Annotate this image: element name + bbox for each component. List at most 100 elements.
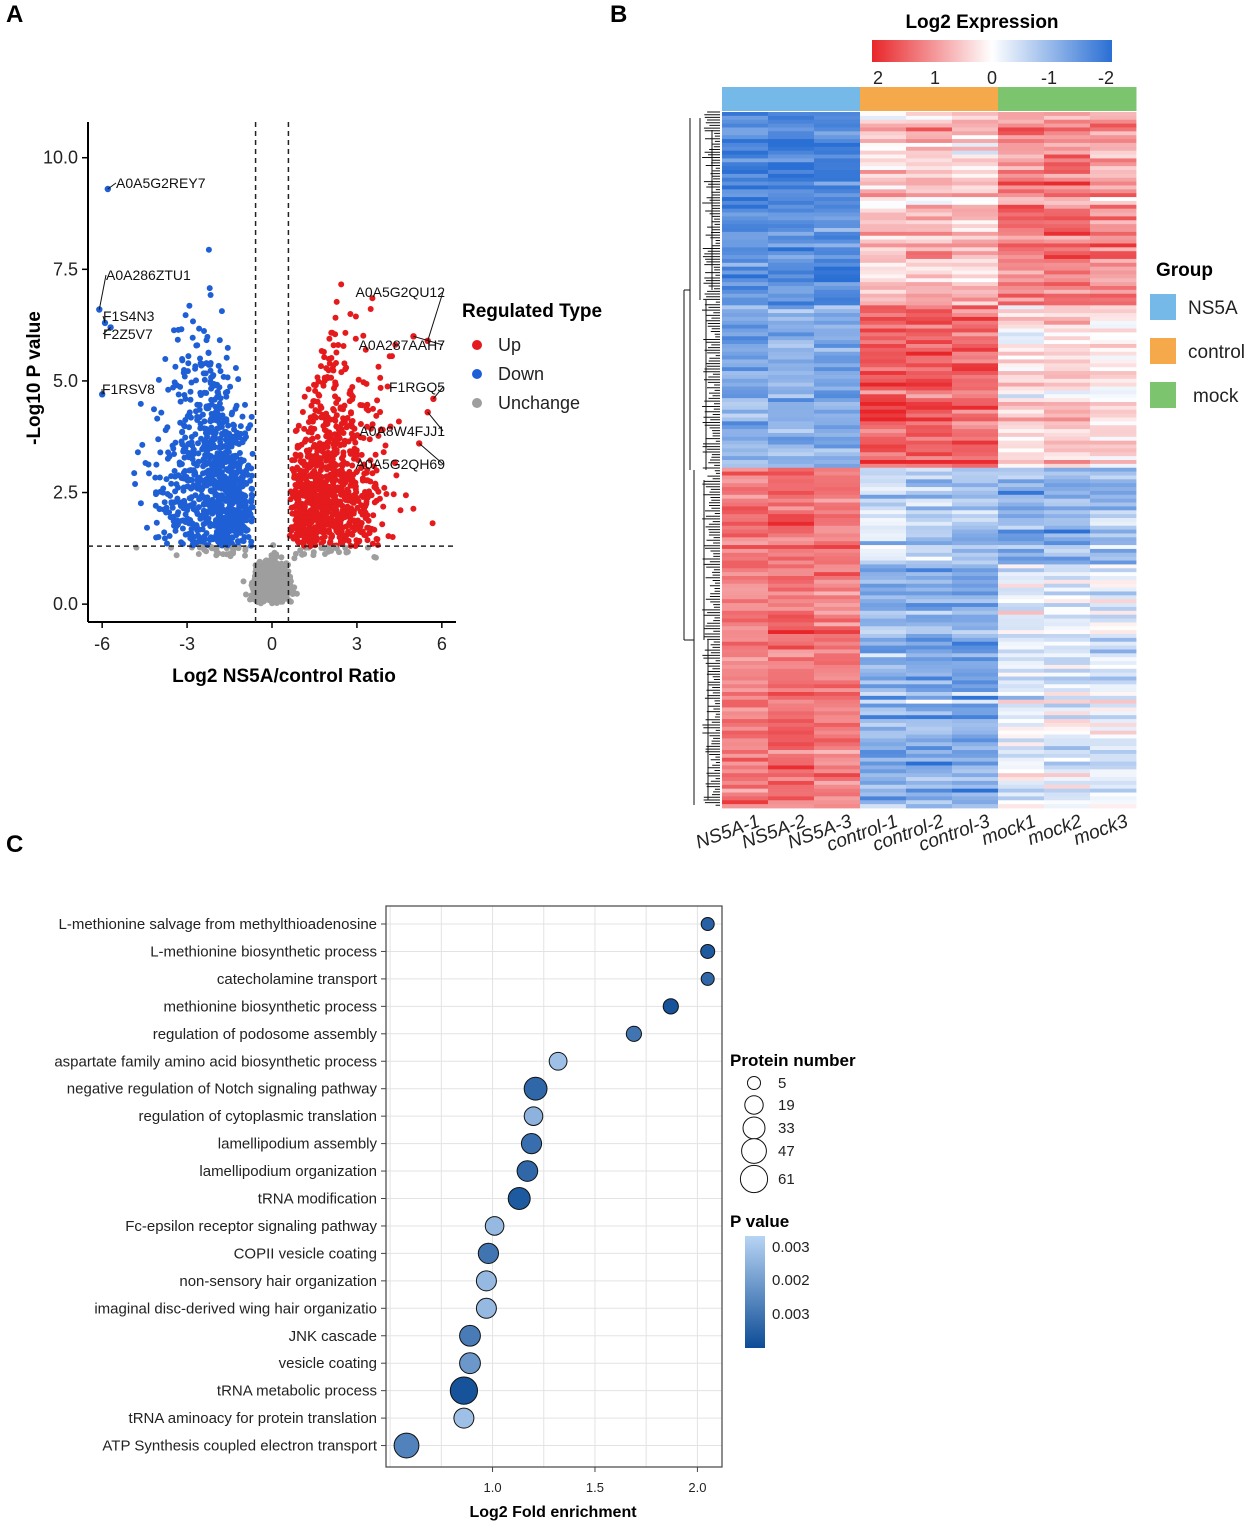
heatmap-cell [722, 564, 768, 568]
heatmap-cell [906, 313, 952, 317]
heatmap-cell [814, 147, 860, 151]
heatmap-cell [1044, 796, 1090, 800]
heatmap-cell [1044, 522, 1090, 526]
volcano-point-down [220, 518, 226, 524]
heatmap-cell [814, 522, 860, 526]
heatmap-cell [1090, 182, 1136, 186]
heatmap-cell [1090, 649, 1136, 653]
heatmap-cell [1044, 197, 1090, 201]
volcano-point-up [313, 407, 319, 413]
heatmap-cell [814, 298, 860, 302]
heatmap-cell [768, 201, 814, 205]
heatmap-cell [814, 580, 860, 584]
heatmap-cell [952, 769, 998, 773]
heatmap-cell [1090, 711, 1136, 715]
heatmap-cell [768, 715, 814, 719]
heatmap-cell [906, 460, 952, 464]
heatmap-cell [860, 170, 906, 174]
size-legend-label: 61 [778, 1171, 795, 1188]
heatmap-cell [814, 665, 860, 669]
volcano-point-up [326, 488, 332, 494]
heatmap-cell [1044, 518, 1090, 522]
volcano-point-up [312, 470, 318, 476]
heatmap-cell [998, 437, 1044, 441]
heatmap-cell [998, 680, 1044, 684]
heatmap-cell [906, 155, 952, 159]
heatmap-cell [722, 317, 768, 321]
heatmap-cell [998, 251, 1044, 255]
heatmap-cell [906, 417, 952, 421]
heatmap-group-legend-label: control [1188, 342, 1245, 363]
heatmap-cell [952, 344, 998, 348]
heatmap-cell [952, 657, 998, 661]
heatmap-cell [906, 398, 952, 402]
panel-a: A A0A5G2REY7A0A286ZTU1F1S4N3F2Z5V7F1RSV8… [6, 1, 602, 687]
volcano-point-up [364, 381, 370, 387]
heatmap-cell [722, 356, 768, 360]
heatmap-cell [1090, 731, 1136, 735]
heatmap-cell [906, 545, 952, 549]
heatmap-cell [952, 398, 998, 402]
heatmap-cell [906, 723, 952, 727]
heatmap-cell [768, 445, 814, 449]
heatmap-cell [906, 781, 952, 785]
heatmap-cell [998, 692, 1044, 696]
heatmap-cell [722, 251, 768, 255]
heatmap-cell [722, 735, 768, 739]
heatmap-cell [952, 649, 998, 653]
heatmap-cell [814, 387, 860, 391]
volcano-point-up [318, 455, 324, 461]
heatmap-cell [1044, 255, 1090, 259]
heatmap-cell [768, 336, 814, 340]
heatmap-cell [814, 692, 860, 696]
heatmap-cell [814, 750, 860, 754]
heatmap-cell [1044, 356, 1090, 360]
heatmap-cell [952, 247, 998, 251]
heatmap-cell [722, 263, 768, 267]
volcano-point-up [347, 391, 353, 397]
heatmap-cell [952, 479, 998, 483]
volcano-point-unchange [280, 578, 286, 584]
heatmap-cell [1044, 216, 1090, 220]
heatmap-cell [952, 735, 998, 739]
heatmap-cell [722, 147, 768, 151]
heatmap-cell [814, 398, 860, 402]
heatmap-cell [1090, 553, 1136, 557]
heatmap-cell [1090, 112, 1136, 116]
heatmap-cell [768, 236, 814, 240]
heatmap-cell [1044, 139, 1090, 143]
heatmap-cell [768, 607, 814, 611]
heatmap-cell [768, 127, 814, 131]
heatmap-group-legend-swatch [1150, 294, 1176, 320]
heatmap-cell [860, 661, 906, 665]
heatmap-cell [722, 487, 768, 491]
heatmap-cell [722, 158, 768, 162]
heatmap-cell [1044, 514, 1090, 518]
volcano-point-down [206, 247, 212, 253]
volcano-y-tick-label: 5.0 [53, 371, 78, 391]
bubble-point [549, 1052, 567, 1070]
size-legend-label: 47 [778, 1143, 795, 1160]
heatmap-cell [1044, 375, 1090, 379]
heatmap-cell [998, 112, 1044, 116]
heatmap-cell [768, 723, 814, 727]
volcano-point-down [208, 379, 214, 385]
heatmap-cell [1090, 325, 1136, 329]
heatmap-cell [952, 120, 998, 124]
volcano-point-down [201, 515, 207, 521]
heatmap-cell [814, 669, 860, 673]
heatmap-cell [768, 139, 814, 143]
heatmap-cell [906, 348, 952, 352]
heatmap-cell [814, 301, 860, 305]
volcano-y-tick-label: 7.5 [53, 259, 78, 279]
volcano-point-down [164, 424, 170, 430]
heatmap-cells [722, 112, 1136, 808]
heatmap-cell [722, 220, 768, 224]
heatmap-cell [860, 356, 906, 360]
heatmap-cell [1090, 259, 1136, 263]
heatmap-cell [998, 584, 1044, 588]
heatmap-cell [1090, 216, 1136, 220]
heatmap-cell [952, 294, 998, 298]
